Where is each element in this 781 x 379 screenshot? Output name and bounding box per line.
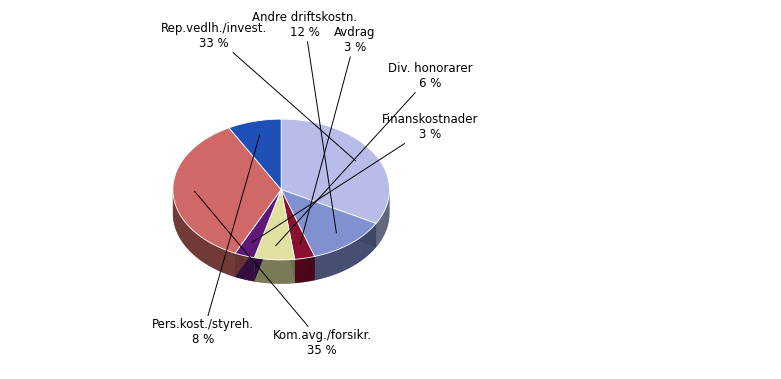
Text: Finanskostnader
3 %: Finanskostnader 3 % — [251, 113, 479, 243]
Polygon shape — [229, 119, 281, 190]
Text: Pers.kost./styreh.
8 %: Pers.kost./styreh. 8 % — [152, 135, 259, 346]
Polygon shape — [235, 253, 255, 282]
Text: Andre driftskostn.
12 %: Andre driftskostn. 12 % — [252, 11, 358, 233]
Polygon shape — [281, 190, 376, 247]
Text: Div. honorarer
6 %: Div. honorarer 6 % — [276, 62, 473, 246]
Polygon shape — [255, 190, 281, 282]
Polygon shape — [294, 257, 315, 283]
Polygon shape — [281, 190, 315, 280]
Text: Kom.avg./forsikr.
35 %: Kom.avg./forsikr. 35 % — [194, 191, 372, 357]
Polygon shape — [281, 190, 315, 280]
Polygon shape — [173, 189, 235, 277]
Polygon shape — [255, 258, 294, 284]
Text: Rep.vedlh./invest.
33 %: Rep.vedlh./invest. 33 % — [161, 22, 355, 161]
Polygon shape — [376, 189, 390, 247]
Polygon shape — [173, 128, 281, 253]
Polygon shape — [281, 119, 390, 223]
Polygon shape — [281, 190, 294, 283]
Polygon shape — [281, 190, 376, 247]
Polygon shape — [255, 190, 294, 260]
Polygon shape — [235, 190, 281, 258]
Polygon shape — [281, 190, 315, 259]
Polygon shape — [173, 190, 390, 284]
Text: Avdrag
3 %: Avdrag 3 % — [300, 26, 376, 244]
Polygon shape — [255, 190, 281, 282]
Polygon shape — [235, 190, 281, 277]
Polygon shape — [281, 190, 376, 257]
Polygon shape — [235, 190, 281, 277]
Polygon shape — [281, 190, 294, 283]
Polygon shape — [315, 223, 376, 280]
